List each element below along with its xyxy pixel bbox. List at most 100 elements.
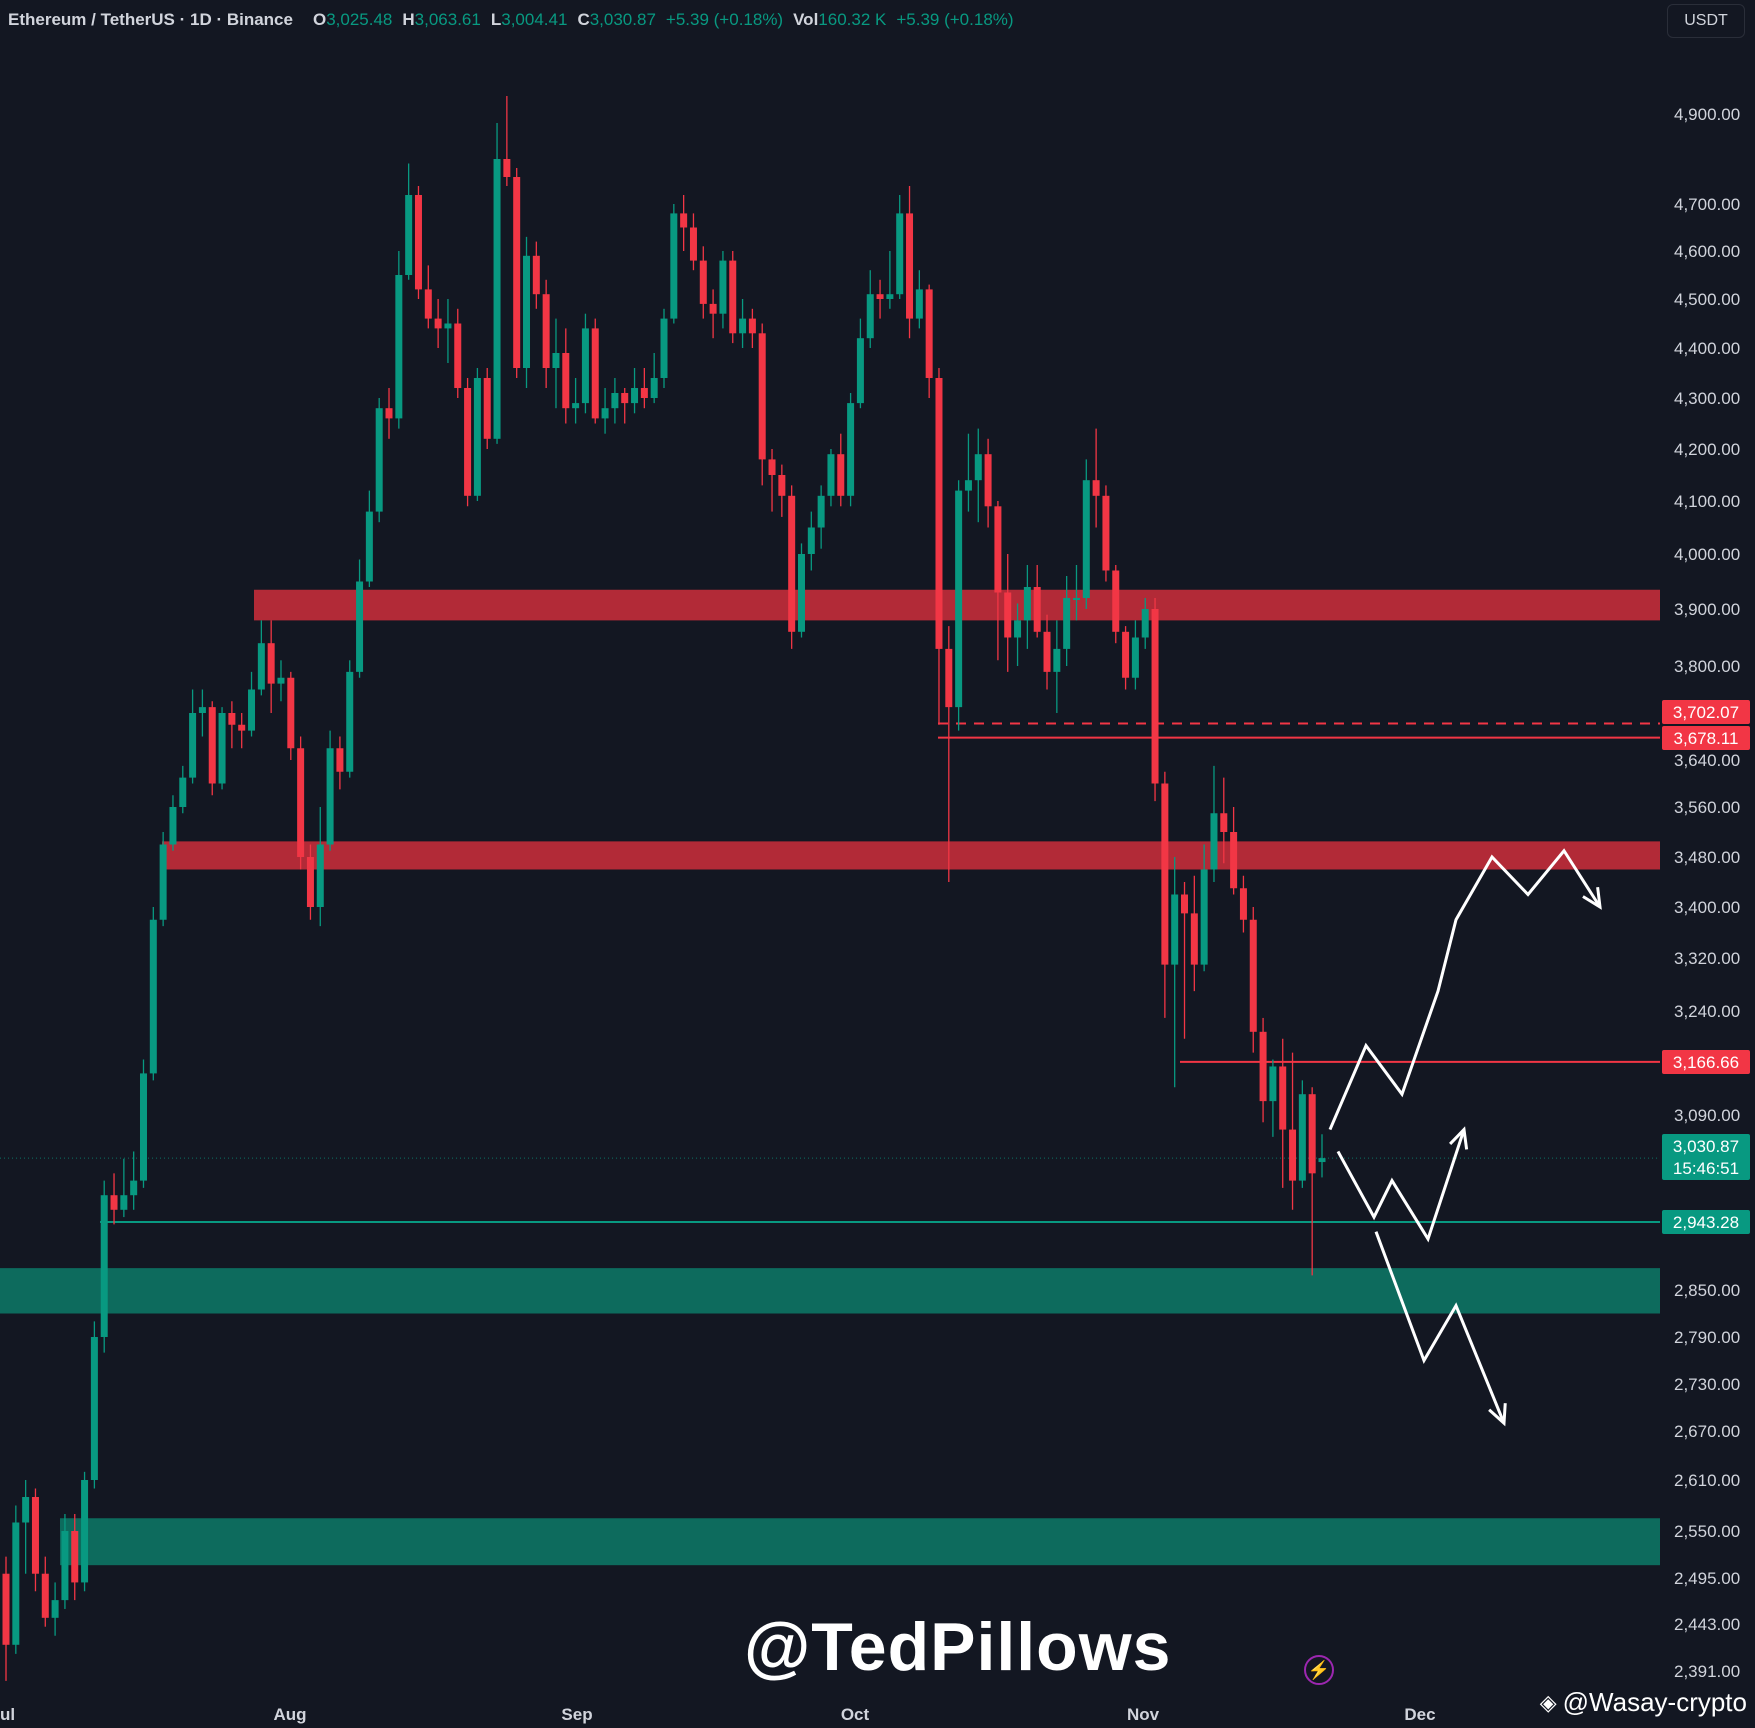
candle-body (601, 408, 609, 419)
candle-body (1171, 894, 1179, 965)
candle-body (709, 303, 717, 314)
candle-body (395, 275, 403, 419)
candle-body (454, 323, 462, 388)
candle-body (1033, 587, 1041, 632)
candle-body (179, 777, 187, 807)
candle-body (169, 807, 177, 845)
price-tick-label: 3,090.00 (1674, 1106, 1740, 1125)
candle-body (503, 159, 511, 177)
candle-body (414, 195, 422, 290)
arrowhead-icon (1582, 886, 1602, 910)
candle-body (955, 490, 963, 708)
time-tick-label: Nov (1127, 1705, 1160, 1724)
time-tick-label: Sep (561, 1705, 592, 1724)
time-tick-label: Oct (841, 1705, 870, 1724)
candle-body (1043, 631, 1051, 672)
candle-body (758, 333, 766, 460)
candle-body (513, 177, 521, 368)
candle-body (1220, 813, 1228, 832)
zone-resistance (162, 841, 1660, 870)
symbol-title[interactable]: Ethereum / TetherUS · 1D · Binance (8, 10, 293, 29)
candle-body (1122, 631, 1130, 678)
candle-body (739, 318, 747, 334)
candle-body (434, 318, 442, 329)
candle-body (866, 294, 874, 339)
candle-body (267, 643, 275, 684)
candle-body (778, 475, 786, 496)
candle-body (375, 408, 383, 512)
candle-body (297, 748, 305, 857)
price-tick-label: 2,443.00 (1674, 1615, 1740, 1634)
candle-body (248, 689, 256, 731)
candle-body (336, 748, 344, 772)
price-tick-label: 3,800.00 (1674, 657, 1740, 676)
candle-body (493, 159, 501, 439)
candle-body (581, 328, 589, 404)
change-value: +5.39 (+0.18%) (665, 10, 784, 29)
price-tick-label: 4,500.00 (1674, 290, 1740, 309)
candle-body (915, 289, 923, 319)
low-value: 3,004.41 (501, 10, 568, 29)
candle-body (1190, 913, 1198, 965)
candle-body (12, 1522, 20, 1645)
volume-change-value: +5.39 (+0.18%) (896, 10, 1014, 29)
candle-body (51, 1600, 59, 1618)
candle-body (856, 338, 864, 404)
scenario-path-bullish (1328, 848, 1602, 1131)
time-axis: ul Aug Sep Oct Nov Dec (0, 1705, 1436, 1724)
price-label-text: 3,166.66 (1673, 1053, 1739, 1072)
price-tick-label: 2,495.00 (1674, 1569, 1740, 1588)
candle-body (925, 289, 933, 378)
candle-body (591, 328, 599, 419)
currency-button[interactable]: USDT (1667, 4, 1745, 38)
zone-support (60, 1518, 1660, 1566)
candle-body (306, 857, 314, 907)
price-label-box (1662, 1210, 1750, 1234)
candle-body (572, 403, 580, 409)
price-tick-label: 3,400.00 (1674, 898, 1740, 917)
candle-body (974, 454, 982, 481)
candle-body (139, 1073, 147, 1181)
price-tick-label: 4,000.00 (1674, 545, 1740, 564)
price-tick-label: 3,900.00 (1674, 600, 1740, 619)
candle-body (906, 213, 914, 319)
candle-body (896, 213, 904, 295)
candle-body (1269, 1066, 1277, 1102)
candle-body (81, 1480, 89, 1583)
lightning-icon[interactable]: ⚡ (1304, 1655, 1334, 1685)
candle-body (748, 318, 756, 334)
arrowhead-icon (1488, 1403, 1507, 1427)
time-tick-label: ul (0, 1705, 15, 1724)
high-value: 3,063.61 (414, 10, 481, 29)
candle-body (689, 227, 697, 261)
candle-body (1249, 919, 1257, 1032)
candle-body (729, 260, 737, 334)
candle-body (1082, 480, 1090, 598)
candle-body (532, 255, 540, 295)
candle-body (483, 378, 491, 439)
candles-layer (2, 96, 1326, 1681)
candle-body (621, 393, 629, 404)
candle-body (277, 677, 285, 684)
price-tick-label: 2,610.00 (1674, 1471, 1740, 1490)
price-tick-label: 3,480.00 (1674, 848, 1740, 867)
candle-body (198, 707, 206, 713)
candle-body (994, 506, 1002, 593)
candle-body (670, 213, 678, 319)
candle-body (31, 1497, 39, 1574)
candle-body (100, 1195, 108, 1337)
candle-body (1023, 587, 1031, 621)
candle-body (1298, 1094, 1306, 1181)
candle-body (464, 388, 472, 496)
price-tick-label: 2,850.00 (1674, 1281, 1740, 1300)
candle-body (631, 388, 639, 404)
price-label-text: 3,678.11 (1674, 729, 1739, 748)
candle-body (886, 294, 894, 299)
candle-body (257, 643, 265, 690)
candle-body (22, 1497, 30, 1523)
candle-body (1131, 637, 1139, 678)
candle-body (719, 260, 727, 314)
candle-body (1200, 869, 1208, 965)
price-tick-label: 3,640.00 (1674, 751, 1740, 770)
